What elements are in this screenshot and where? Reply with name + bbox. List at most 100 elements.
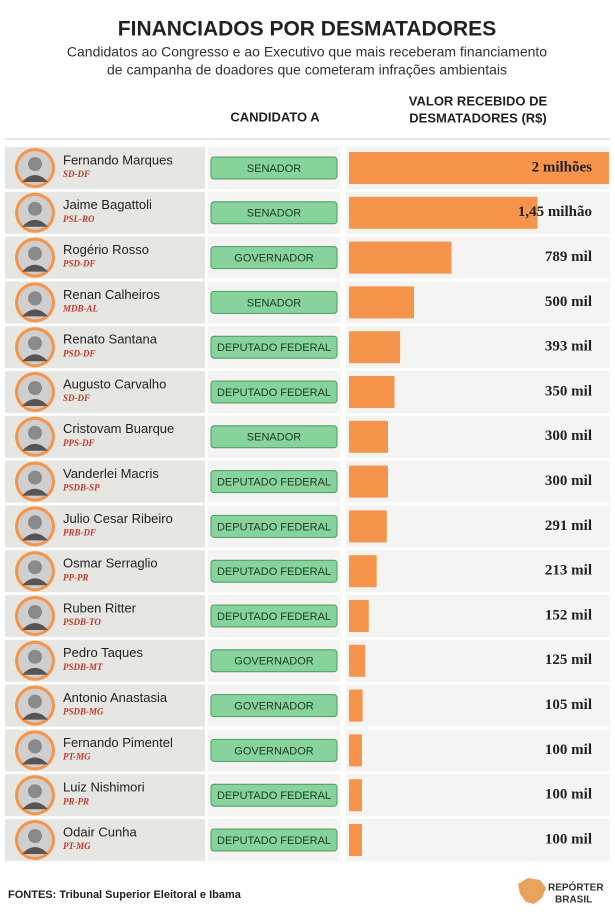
- row-background: [346, 729, 610, 772]
- value-label: 291 mil: [545, 518, 592, 534]
- bar: [349, 196, 538, 229]
- avatar-head: [28, 246, 42, 261]
- column-header: CANDIDATO A: [230, 109, 320, 124]
- role-pill: [210, 290, 338, 314]
- bar: [349, 331, 401, 364]
- party: PSDB-MG: [63, 707, 104, 717]
- avatar-head: [28, 425, 42, 440]
- party: PSD-DF: [63, 259, 96, 269]
- role-pill: [210, 738, 338, 762]
- candidate-name: Jaime Bagattoli: [63, 197, 152, 212]
- logo: BRASIL: [555, 895, 592, 906]
- role: GOVERNADOR: [234, 656, 314, 668]
- avatar-head: [28, 336, 42, 351]
- avatar-body: [22, 264, 48, 272]
- value-label: 213 mil: [545, 563, 592, 579]
- party: MDB-AL: [62, 303, 99, 313]
- candidate-name: Julio Cesar Ribeiro: [63, 511, 173, 526]
- avatar-body: [22, 623, 48, 630]
- avatar-body: [22, 667, 48, 675]
- candidate-name: Antonio Anastasia: [63, 690, 168, 705]
- avatar-body: [22, 488, 48, 496]
- role-pill: [210, 783, 338, 807]
- candidate-name: Augusto Carvalho: [63, 376, 166, 391]
- party: PR-PR: [63, 796, 89, 806]
- role-pill: [210, 156, 338, 180]
- row-background: [346, 774, 610, 817]
- bar: [349, 152, 609, 184]
- party: SD-DF: [63, 169, 90, 179]
- candidate-name: Renan Calheiros: [63, 287, 160, 302]
- party: PP-PR: [63, 572, 89, 582]
- candidate-name: Vanderlei Macris: [63, 466, 159, 481]
- role: GOVERNADOR: [234, 253, 314, 265]
- role: DEPUTADO FEDERAL: [217, 342, 331, 354]
- bar: [349, 689, 363, 722]
- avatar-body: [22, 399, 48, 406]
- party: SD-DF: [63, 393, 90, 403]
- role: SENADOR: [247, 208, 301, 220]
- value-label: 100 mil: [545, 831, 592, 847]
- party: PRB-DF: [63, 527, 96, 537]
- value-label: 125 mil: [545, 652, 592, 668]
- value-label: 500 mil: [545, 294, 592, 310]
- source: FONTES: Tribunal Superior Eleitoral e Ib…: [8, 889, 242, 901]
- bar: [349, 644, 366, 677]
- role-pill: [210, 380, 338, 404]
- avatar-body: [22, 354, 48, 362]
- candidate-name: Cristovam Buarque: [63, 421, 174, 436]
- value-label: 152 mil: [545, 607, 592, 623]
- avatar-body: [22, 802, 48, 810]
- candidate-name: Odair Cunha: [63, 824, 137, 839]
- role-pill: [210, 694, 338, 718]
- value-label: 105 mil: [545, 697, 592, 713]
- role: DEPUTADO FEDERAL: [217, 835, 331, 847]
- role-pill: [210, 470, 338, 494]
- avatar-head: [28, 649, 42, 664]
- value-label: 300 mil: [545, 428, 592, 444]
- party: PSD-DF: [63, 348, 96, 358]
- avatar-body: [22, 443, 48, 451]
- role: GOVERNADOR: [234, 745, 314, 757]
- bar: [349, 286, 414, 319]
- party: PSL-RO: [63, 214, 95, 224]
- candidate-name: Fernando Pimentel: [63, 735, 173, 750]
- candidate-name: Luiz Nishimori: [63, 780, 145, 795]
- bar: [349, 734, 362, 767]
- avatar-head: [28, 157, 42, 171]
- row-background: [346, 595, 610, 637]
- avatar-head: [28, 291, 42, 306]
- role-pill: [210, 559, 338, 583]
- candidate-name: Fernando Marques: [63, 152, 173, 167]
- row-background: [346, 639, 610, 682]
- bar: [349, 600, 369, 632]
- candidate-name: Osmar Serraglio: [63, 556, 158, 571]
- avatar-body: [22, 533, 48, 541]
- avatar-body: [22, 309, 48, 317]
- role-pill: [210, 201, 338, 225]
- value-label: 1,45 milhão: [518, 204, 592, 220]
- value-label: 2 milhões: [532, 159, 593, 175]
- role: DEPUTADO FEDERAL: [217, 611, 331, 623]
- bar: [349, 420, 388, 453]
- candidate-name: Renato Santana: [63, 332, 158, 347]
- avatar-head: [28, 515, 42, 530]
- role: DEPUTADO FEDERAL: [217, 521, 331, 533]
- candidate-name: Ruben Ritter: [63, 600, 137, 615]
- role: GOVERNADOR: [234, 701, 314, 713]
- role-pill: [210, 828, 338, 852]
- role-pill: [210, 604, 338, 628]
- avatar-body: [22, 219, 48, 227]
- logo-icon: [518, 878, 546, 904]
- role: DEPUTADO FEDERAL: [217, 387, 331, 399]
- logo: REPÓRTER: [548, 881, 604, 894]
- bar: [349, 555, 377, 588]
- avatar-head: [28, 381, 42, 395]
- column-header: DESMATADORES (R$): [409, 110, 546, 125]
- avatar-body: [22, 757, 48, 765]
- role-pill: [210, 514, 338, 538]
- avatar-head: [28, 739, 42, 754]
- subtitle: Candidatos ao Congresso e ao Executivo q…: [67, 44, 547, 60]
- avatar-head: [28, 694, 42, 709]
